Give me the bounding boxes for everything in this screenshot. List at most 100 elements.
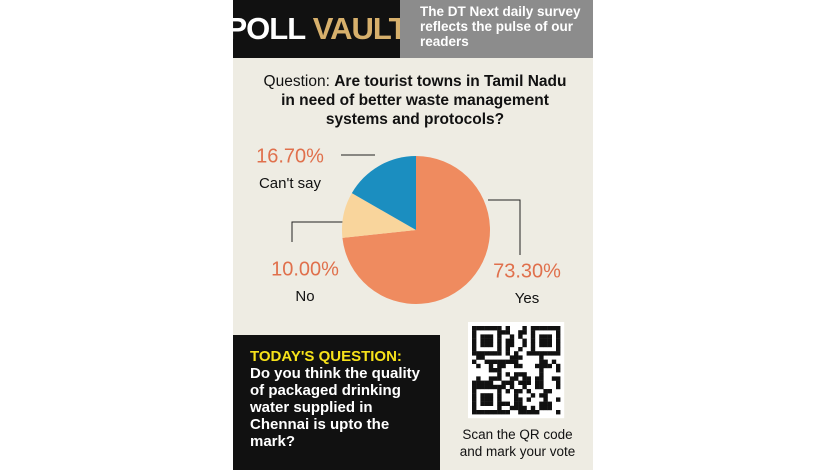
qr-module [497, 368, 502, 373]
qr-module [488, 351, 494, 356]
qr-module [522, 330, 527, 335]
qr-module [535, 351, 540, 356]
qr-module [551, 376, 557, 381]
qr-module [518, 372, 523, 377]
qr-module [514, 393, 519, 398]
qr-module [518, 401, 523, 406]
qr-module [556, 368, 561, 373]
qr-module [472, 384, 477, 390]
qr-module [484, 359, 489, 364]
qr-module [493, 376, 498, 381]
qr-module [539, 372, 544, 377]
qr-module [539, 380, 544, 385]
qr-module [505, 338, 510, 343]
qr-module [518, 380, 523, 385]
qr-module [472, 380, 477, 385]
qr-module [488, 401, 494, 406]
qr-module [547, 389, 552, 394]
qr-module [472, 389, 477, 394]
qr-module [509, 384, 515, 390]
qr-module [480, 393, 485, 398]
qr-module [547, 342, 552, 348]
qr-module [514, 376, 519, 381]
qr-module [539, 384, 544, 390]
qr-module [522, 384, 527, 390]
qr-module [484, 393, 489, 398]
qr-module [488, 380, 494, 385]
qr-module [501, 410, 506, 415]
qr-module [535, 410, 540, 415]
qr-module [476, 380, 481, 385]
qr-module [518, 397, 523, 402]
qr-module [480, 326, 485, 331]
qr-module [543, 401, 548, 406]
qr-module [501, 401, 506, 406]
qr-module [501, 330, 506, 335]
qr-module [472, 359, 477, 364]
qr-module [543, 389, 548, 394]
qr-module [493, 384, 498, 390]
qr-module [472, 393, 477, 398]
qr-module [539, 363, 544, 369]
qr-module [526, 376, 531, 381]
value-label: 10.00% [271, 258, 339, 280]
qr-module [509, 342, 515, 348]
qr-module [497, 334, 502, 339]
qr-module [556, 326, 561, 331]
qr-module [514, 405, 519, 411]
qr-module [514, 359, 519, 364]
qr-module [484, 401, 489, 406]
today-label: TODAY'S QUESTION: [250, 348, 402, 365]
qr-module [522, 338, 527, 343]
qr-module [509, 380, 515, 385]
qr-module [522, 326, 527, 331]
qr-module [547, 401, 552, 406]
qr-module [505, 342, 510, 348]
qr-module [472, 397, 477, 402]
qr-module [472, 338, 477, 343]
qr-module [556, 363, 561, 369]
qr-module [556, 334, 561, 339]
qr-module [551, 359, 557, 364]
qr-module [497, 372, 502, 377]
qr-module [518, 355, 523, 360]
qr-module [543, 351, 548, 356]
qr-module [556, 384, 561, 390]
qr-module [472, 334, 477, 339]
qr-module [518, 363, 523, 369]
qr-module [514, 401, 519, 406]
qr-module [551, 326, 557, 331]
qr-module [556, 397, 561, 402]
question-text: Are tourist towns in Tamil Nadu in need … [281, 73, 567, 128]
category-label: No [295, 288, 314, 305]
category-label: Yes [515, 290, 539, 307]
qr-module [472, 326, 477, 331]
qr-module [543, 338, 548, 343]
qr-module [547, 338, 552, 343]
qr-module [484, 397, 489, 402]
qr-module [518, 410, 523, 415]
leader-line [291, 221, 345, 242]
qr-module [522, 372, 527, 377]
qr-module [556, 410, 561, 415]
qr-module [539, 393, 544, 398]
qr-module [493, 359, 498, 364]
qr-module [472, 401, 477, 406]
qr-module [505, 347, 510, 352]
qr-module [493, 410, 498, 415]
qr-module [472, 405, 477, 411]
qr-module [539, 326, 544, 331]
qr-module [476, 410, 481, 415]
today-text: Do you think the quality of packaged dri… [250, 365, 421, 450]
leader-line [488, 199, 521, 255]
qr-module [530, 410, 536, 415]
qr-module [530, 326, 536, 331]
qr-module [518, 330, 523, 335]
qr-module [488, 368, 494, 373]
qr-module [547, 363, 552, 369]
qr-module [497, 338, 502, 343]
qr-module [518, 347, 523, 352]
qr-module [556, 338, 561, 343]
qr-module [514, 372, 519, 377]
qr-module [514, 355, 519, 360]
